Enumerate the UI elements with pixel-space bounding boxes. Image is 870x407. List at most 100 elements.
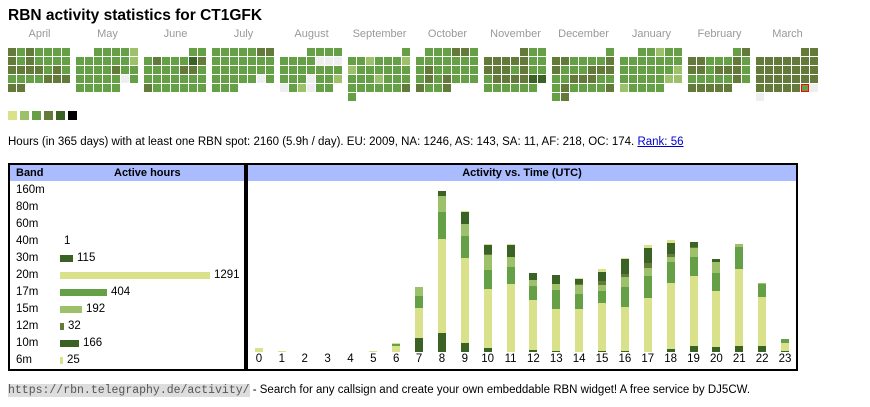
day-cell[interactable] xyxy=(384,57,392,65)
day-cell[interactable] xyxy=(511,84,519,92)
day-cell[interactable] xyxy=(801,75,809,83)
day-cell[interactable] xyxy=(724,57,732,65)
day-cell[interactable] xyxy=(76,84,84,92)
day-cell[interactable] xyxy=(443,66,451,74)
day-cell[interactable] xyxy=(53,48,61,56)
day-cell[interactable] xyxy=(647,66,655,74)
day-cell[interactable] xyxy=(801,84,809,92)
day-cell[interactable] xyxy=(62,57,70,65)
day-cell[interactable] xyxy=(688,75,696,83)
day-cell[interactable] xyxy=(688,84,696,92)
day-cell[interactable] xyxy=(674,66,682,74)
day-cell[interactable] xyxy=(112,84,120,92)
day-cell[interactable] xyxy=(570,57,578,65)
day-cell[interactable] xyxy=(17,84,25,92)
day-cell[interactable] xyxy=(62,75,70,83)
day-cell[interactable] xyxy=(792,57,800,65)
day-cell[interactable] xyxy=(103,66,111,74)
day-cell[interactable] xyxy=(774,66,782,74)
day-cell[interactable] xyxy=(484,57,492,65)
day-cell[interactable] xyxy=(434,84,442,92)
day-cell[interactable] xyxy=(706,75,714,83)
day-cell[interactable] xyxy=(606,84,614,92)
day-cell[interactable] xyxy=(103,48,111,56)
day-cell[interactable] xyxy=(180,57,188,65)
day-cell[interactable] xyxy=(248,48,256,56)
day-cell[interactable] xyxy=(416,84,424,92)
day-cell[interactable] xyxy=(348,75,356,83)
day-cell[interactable] xyxy=(212,84,220,92)
day-cell[interactable] xyxy=(715,84,723,92)
day-cell[interactable] xyxy=(198,84,206,92)
day-cell[interactable] xyxy=(316,84,324,92)
day-cell[interactable] xyxy=(434,48,442,56)
day-cell[interactable] xyxy=(94,48,102,56)
day-cell[interactable] xyxy=(742,57,750,65)
day-cell[interactable] xyxy=(230,84,238,92)
day-cell[interactable] xyxy=(384,84,392,92)
day-cell[interactable] xyxy=(257,66,265,74)
day-cell[interactable] xyxy=(94,75,102,83)
day-cell[interactable] xyxy=(230,75,238,83)
day-cell[interactable] xyxy=(706,84,714,92)
day-cell[interactable] xyxy=(561,57,569,65)
day-cell[interactable] xyxy=(783,66,791,74)
day-cell[interactable] xyxy=(638,48,646,56)
day-cell[interactable] xyxy=(402,75,410,83)
day-cell[interactable] xyxy=(289,57,297,65)
day-cell[interactable] xyxy=(765,75,773,83)
day-cell[interactable] xyxy=(579,75,587,83)
day-cell[interactable] xyxy=(665,75,673,83)
day-cell[interactable] xyxy=(638,75,646,83)
day-cell[interactable] xyxy=(706,66,714,74)
day-cell[interactable] xyxy=(221,75,229,83)
day-cell[interactable] xyxy=(647,48,655,56)
day-cell[interactable] xyxy=(171,75,179,83)
rank-link[interactable]: Rank: 56 xyxy=(637,136,684,148)
day-cell[interactable] xyxy=(103,57,111,65)
day-cell[interactable] xyxy=(742,66,750,74)
day-cell[interactable] xyxy=(17,66,25,74)
day-cell[interactable] xyxy=(774,84,782,92)
day-cell[interactable] xyxy=(688,66,696,74)
day-cell[interactable] xyxy=(162,66,170,74)
day-cell[interactable] xyxy=(198,48,206,56)
day-cell[interactable] xyxy=(656,75,664,83)
day-cell[interactable] xyxy=(502,75,510,83)
day-cell[interactable] xyxy=(26,57,34,65)
day-cell[interactable] xyxy=(629,75,637,83)
day-cell[interactable] xyxy=(606,66,614,74)
day-cell[interactable] xyxy=(493,84,501,92)
day-cell[interactable] xyxy=(461,66,469,74)
day-cell[interactable] xyxy=(307,75,315,83)
day-cell[interactable] xyxy=(348,57,356,65)
day-cell[interactable] xyxy=(402,57,410,65)
day-cell[interactable] xyxy=(502,66,510,74)
day-cell[interactable] xyxy=(416,75,424,83)
day-cell[interactable] xyxy=(511,75,519,83)
day-cell[interactable] xyxy=(434,66,442,74)
day-cell[interactable] xyxy=(452,66,460,74)
day-cell[interactable] xyxy=(94,66,102,74)
day-cell[interactable] xyxy=(502,57,510,65)
day-cell[interactable] xyxy=(130,48,138,56)
day-cell[interactable] xyxy=(484,75,492,83)
day-cell[interactable] xyxy=(393,75,401,83)
day-cell[interactable] xyxy=(221,84,229,92)
day-cell[interactable] xyxy=(511,57,519,65)
day-cell[interactable] xyxy=(520,75,528,83)
day-cell[interactable] xyxy=(579,66,587,74)
day-cell[interactable] xyxy=(171,84,179,92)
day-cell[interactable] xyxy=(357,84,365,92)
day-cell[interactable] xyxy=(538,48,546,56)
day-cell[interactable] xyxy=(289,66,297,74)
day-cell[interactable] xyxy=(266,57,274,65)
day-cell[interactable] xyxy=(298,84,306,92)
day-cell[interactable] xyxy=(189,57,197,65)
day-cell[interactable] xyxy=(443,48,451,56)
day-cell[interactable] xyxy=(724,75,732,83)
day-cell[interactable] xyxy=(588,57,596,65)
day-cell[interactable] xyxy=(316,75,324,83)
day-cell[interactable] xyxy=(375,75,383,83)
day-cell[interactable] xyxy=(402,66,410,74)
